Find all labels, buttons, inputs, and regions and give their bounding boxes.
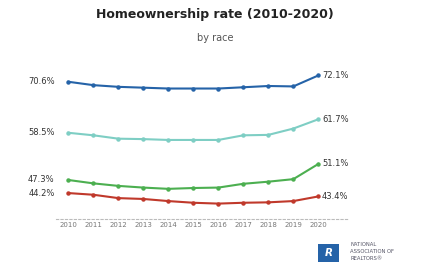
Text: 51.1%: 51.1% xyxy=(322,159,348,169)
Text: 47.3%: 47.3% xyxy=(28,175,55,184)
Text: 70.6%: 70.6% xyxy=(28,77,55,86)
Text: Homeownership rate (2010-2020): Homeownership rate (2010-2020) xyxy=(96,8,334,21)
Text: by race: by race xyxy=(197,33,233,43)
Text: 44.2%: 44.2% xyxy=(28,189,55,198)
Text: 72.1%: 72.1% xyxy=(322,71,349,80)
Text: 43.4%: 43.4% xyxy=(322,192,349,201)
Text: R: R xyxy=(325,248,332,258)
Text: 61.7%: 61.7% xyxy=(322,115,349,124)
Text: NATIONAL
ASSOCIATION OF
REALTORS®: NATIONAL ASSOCIATION OF REALTORS® xyxy=(350,242,394,261)
Text: 58.5%: 58.5% xyxy=(28,128,55,137)
